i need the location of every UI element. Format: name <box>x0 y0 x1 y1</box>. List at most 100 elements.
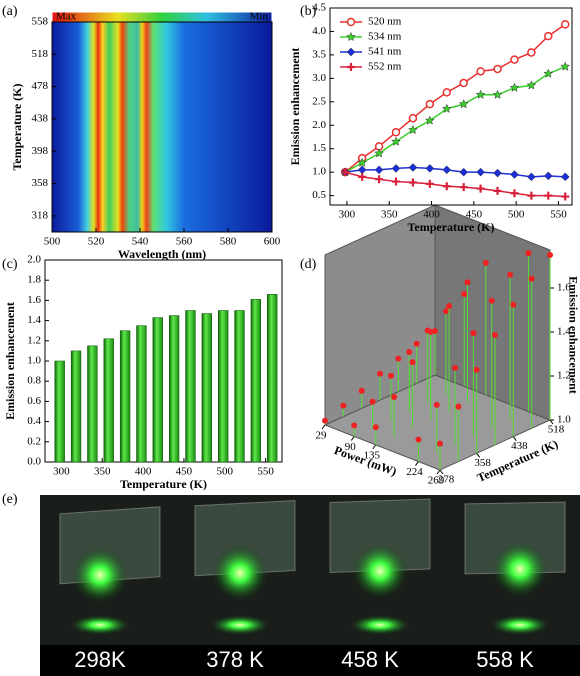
panel-label: (b) <box>300 4 317 19</box>
point <box>561 192 570 201</box>
glow-reflection <box>70 615 130 635</box>
y-tick-label: 1.5 <box>312 142 326 154</box>
point <box>433 401 440 408</box>
bar <box>168 315 180 463</box>
colorbar-max: Max <box>56 11 77 23</box>
x-axis-label: Temperature (K) <box>408 220 495 234</box>
x-tick-label: 450 <box>176 466 193 478</box>
point <box>543 171 553 181</box>
glow <box>72 547 128 603</box>
y-tick-label: 4.0 <box>312 25 326 37</box>
point <box>374 148 385 158</box>
point <box>527 172 536 182</box>
point <box>372 424 379 431</box>
point <box>407 124 418 135</box>
point <box>442 308 449 315</box>
x-tick-label: 29 <box>316 430 328 442</box>
point <box>427 328 434 335</box>
point <box>507 271 514 278</box>
point <box>415 436 422 443</box>
point <box>459 78 468 88</box>
y-axis-label: Emission enhancement <box>288 48 302 166</box>
legend-marker <box>346 47 356 57</box>
y-tick-label: 1.8 <box>27 274 41 286</box>
y-tick-label: 2.0 <box>27 254 41 266</box>
y-tick-label: 398 <box>32 145 49 157</box>
point <box>375 175 384 184</box>
y-tick-label: 1.6 <box>27 294 41 306</box>
point <box>409 359 416 366</box>
point <box>475 89 486 99</box>
y-tick-label: 478 <box>32 80 49 92</box>
photo-label: 558 K <box>476 647 534 672</box>
legend-label: 552 nm <box>368 61 402 73</box>
point <box>493 168 502 178</box>
x-tick-label: 550 <box>550 209 567 221</box>
point <box>458 99 469 109</box>
y-tick-label: 278 <box>438 474 455 486</box>
x-tick-label: 580 <box>220 236 237 248</box>
point <box>560 61 571 71</box>
point <box>391 136 401 146</box>
plot-frame <box>329 7 573 206</box>
bar <box>201 313 212 463</box>
y-tick-label: 2.0 <box>312 119 326 131</box>
heatmap-image <box>52 22 272 232</box>
y-tick <box>439 469 444 475</box>
y-tick <box>512 436 517 441</box>
z-tick-label: 1.0 <box>557 414 571 426</box>
x-tick <box>415 461 419 466</box>
point <box>387 372 394 379</box>
x-tick <box>436 469 441 475</box>
point <box>392 177 400 186</box>
photo-label: 298K <box>74 647 126 672</box>
x-tick-label: 300 <box>53 466 70 478</box>
bar <box>136 325 147 463</box>
point <box>493 186 502 195</box>
point <box>341 168 350 177</box>
bar <box>119 330 131 463</box>
panel-label: (c) <box>2 257 18 272</box>
y-tick-label: 0.6 <box>27 395 41 407</box>
point <box>441 103 452 114</box>
point <box>473 366 480 373</box>
y-axis-label: Temperature (K) <box>10 84 24 171</box>
point <box>406 349 413 356</box>
y-tick-label: 3.5 <box>312 48 326 60</box>
point <box>425 164 435 173</box>
point <box>391 128 401 137</box>
bar <box>234 310 245 463</box>
y-tick-label: 518 <box>548 424 565 436</box>
point <box>452 364 459 371</box>
legend-marker <box>346 17 356 27</box>
point <box>461 291 468 298</box>
point <box>408 163 418 172</box>
glow-reflection <box>490 615 550 635</box>
bar <box>87 345 98 463</box>
photo-caption-bar <box>40 645 580 676</box>
y-tick-label: 3.0 <box>312 72 326 84</box>
point <box>395 355 402 362</box>
x-tick-label: 135 <box>364 449 381 461</box>
point <box>464 279 471 286</box>
point <box>357 157 368 167</box>
point <box>510 301 517 308</box>
y-tick-label: 0.4 <box>27 415 41 427</box>
bar <box>70 350 82 463</box>
line <box>344 65 566 173</box>
z-tick-label: 1.6 <box>557 282 571 294</box>
bar <box>103 338 114 463</box>
legend-marker <box>346 31 356 42</box>
point <box>544 191 553 200</box>
point <box>442 165 452 175</box>
point <box>470 330 477 337</box>
panel-label: (e) <box>2 492 18 507</box>
bar <box>185 310 196 463</box>
point <box>408 178 417 187</box>
point <box>425 179 434 188</box>
plot-frame <box>44 259 283 463</box>
y-tick-label: 1.2 <box>27 334 41 346</box>
x-tick-label: 400 <box>423 209 440 221</box>
legend-marker <box>347 63 355 71</box>
